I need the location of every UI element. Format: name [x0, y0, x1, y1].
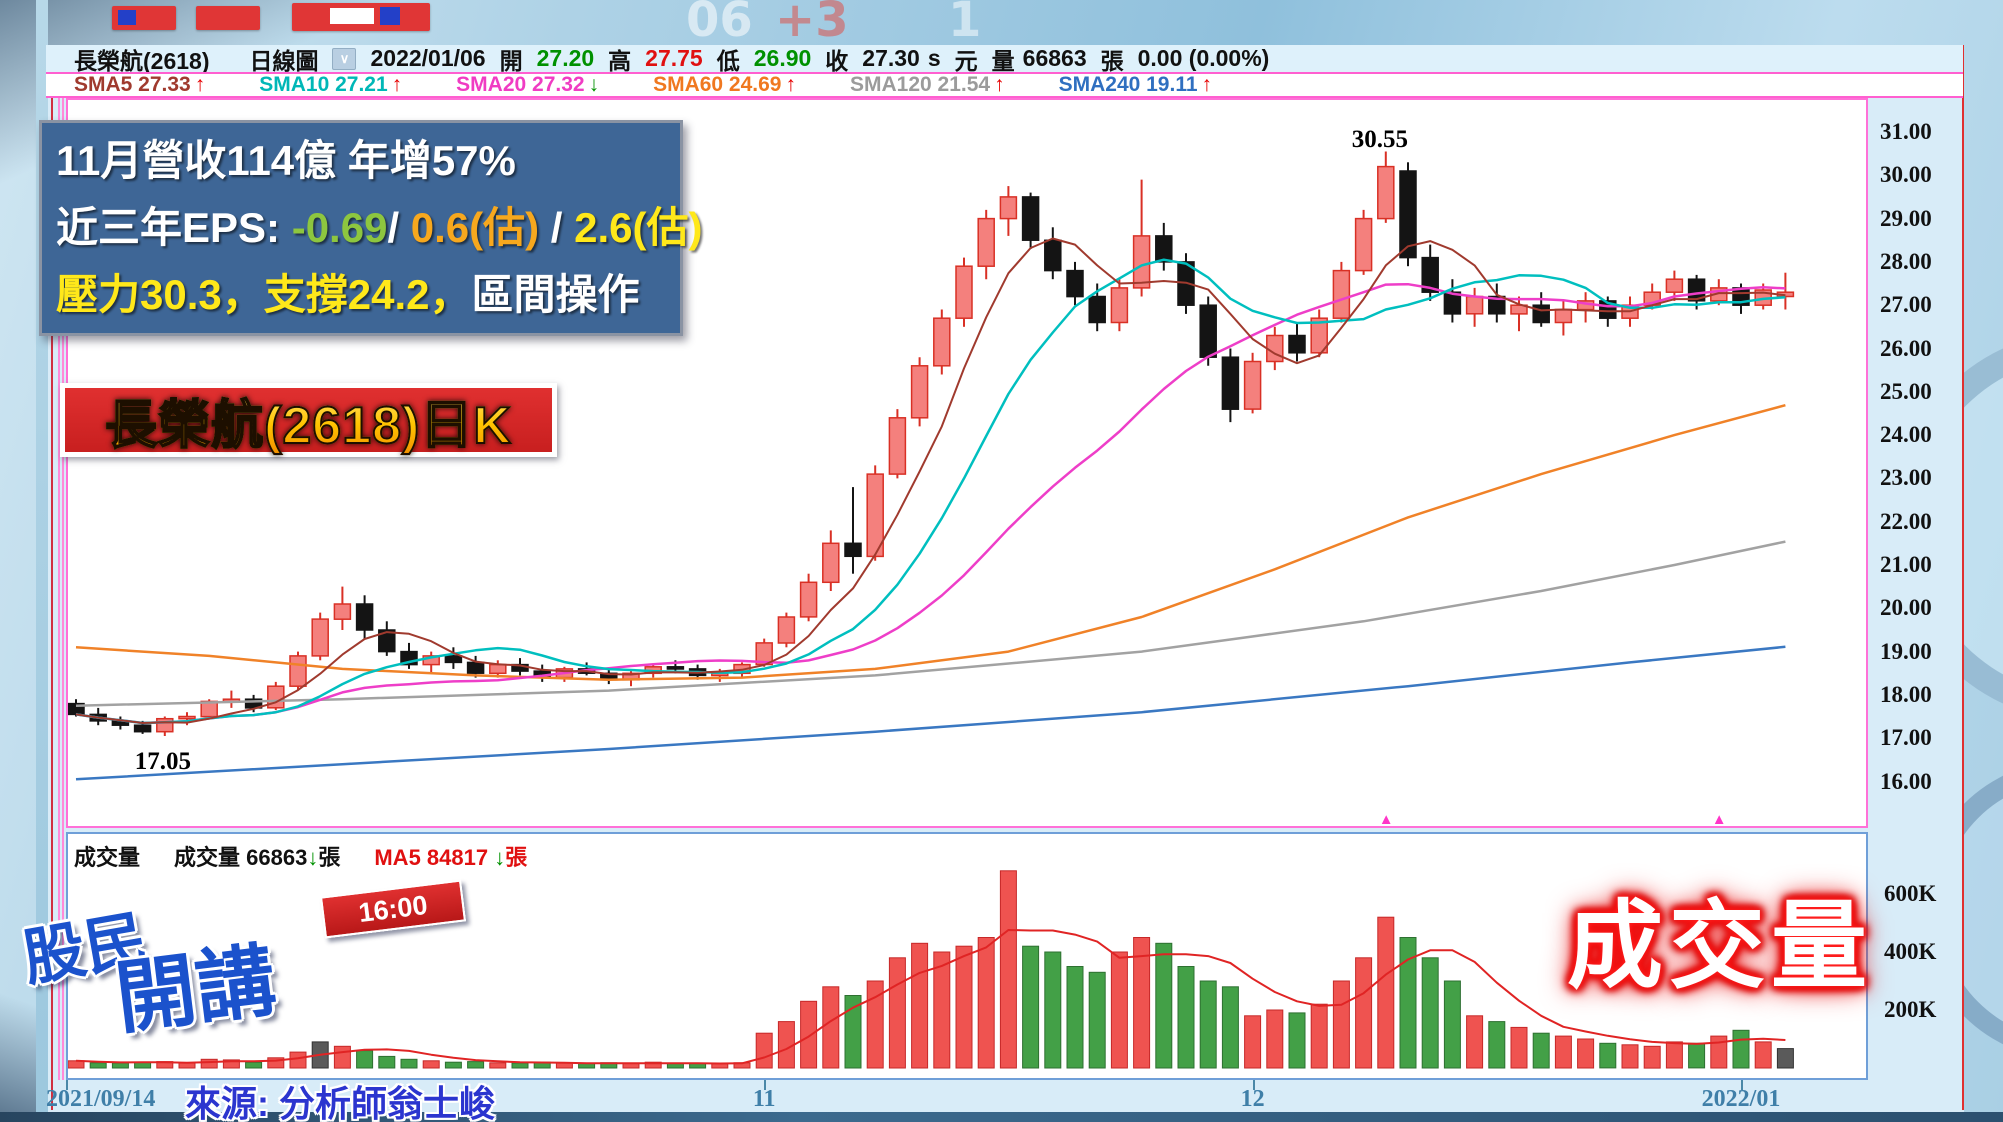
price-axis-label: 17.00 — [1880, 725, 1932, 751]
left-magenta-border-line — [62, 71, 64, 1080]
price-axis-label: 16.00 — [1880, 768, 1932, 794]
volume-chart-canvas[interactable] — [67, 834, 1866, 1078]
sma-legend-item: SMA10 27.21 ↑ — [259, 73, 403, 96]
low-price-label: 17.05 — [134, 748, 192, 775]
show-logo-time: 16:00 — [356, 889, 430, 928]
stock-name: 長榮航(2618) — [74, 47, 210, 74]
open-label: 開 — [499, 47, 523, 74]
annotation-line: 壓力30.3，支撐24.2，區間操作 — [56, 270, 640, 318]
price-axis-label: 21.00 — [1880, 552, 1932, 577]
annotation-line: 11月營收114億 年增57% — [56, 137, 516, 184]
bottom-photo-strip — [0, 1112, 2003, 1122]
candlestick-chart-canvas[interactable] — [67, 100, 1866, 826]
period-selector-label[interactable]: 日線圖 — [249, 47, 319, 74]
sma-legend-item: SMA60 24.69 ↑ — [653, 73, 796, 96]
volume-series-unit: 張 — [318, 845, 341, 870]
show-logo-word-bottom: 開講 — [110, 935, 281, 1044]
stock-title-banner: 長榮航(2618)日K — [60, 383, 557, 457]
volume-axis-label: 600K — [1884, 881, 1937, 906]
price-axis-label: 20.00 — [1880, 595, 1932, 621]
change-value: 0.00 (0.00%) — [1137, 45, 1270, 71]
low-label: 低 — [716, 47, 740, 74]
price-axis-label: 24.00 — [1880, 422, 1932, 448]
backdrop-digit: 06 — [686, 0, 753, 48]
close-flag: s — [927, 45, 941, 71]
volume-axis-label: 200K — [1884, 997, 1937, 1022]
price-axis-label: 23.00 — [1880, 465, 1932, 491]
x-axis-label: 2022/01 — [1701, 1086, 1781, 1112]
volume-header-bar: 成交量 成交量 66863↓張 MA5 84817 ↓張 — [74, 840, 527, 872]
window-chrome-fragment — [330, 8, 374, 24]
x-axis-label: 11 — [752, 1086, 776, 1112]
volume-axis-label: 400K — [1884, 939, 1937, 964]
volume-watermark-text: 成交量 — [1567, 893, 1873, 1000]
quote-header-bar: 長榮航(2618) 日線圖 ∨ 2022/01/06 開 27.20 高 27.… — [46, 45, 1963, 74]
volume-series-value: 66863 — [246, 845, 308, 870]
period-dropdown-button[interactable]: ∨ — [332, 47, 357, 70]
peak-price-label: 30.55 — [1351, 126, 1409, 153]
close-label: 收 — [825, 47, 849, 74]
window-chrome-fragment — [196, 6, 260, 30]
left-magenta-border-line — [58, 71, 60, 1080]
price-axis-label: 19.00 — [1880, 638, 1932, 664]
volume-value: 66863 — [1022, 45, 1087, 71]
backdrop-digit: +3 — [775, 0, 849, 48]
source-credit-text: 來源: 分析師翁士峻 — [185, 1083, 495, 1122]
price-axis-label: 28.00 — [1880, 248, 1932, 274]
left-red-border-line — [51, 45, 53, 1110]
x-axis-label: 2021/09/14 — [46, 1086, 156, 1112]
x-axis-label: 12 — [1240, 1086, 1265, 1112]
sma-legend-item: SMA5 27.33 ↑ — [74, 73, 206, 96]
high-value: 27.75 — [645, 45, 703, 71]
currency-unit: 元 — [954, 47, 978, 74]
volume-label: 量 — [991, 47, 1015, 74]
window-chrome-fragment — [380, 7, 400, 25]
chevron-down-icon: ∨ — [339, 50, 350, 66]
price-axis-label: 25.00 — [1880, 378, 1932, 404]
event-marker-icon: ▲ — [1711, 811, 1727, 828]
annotation-line: 近三年EPS: -0.69/ 0.6(估) / 2.6(估) — [56, 203, 703, 251]
volume-pane-title: 成交量 — [74, 845, 141, 870]
high-label: 高 — [608, 47, 632, 74]
sma-legend-item: SMA20 27.32 ↓ — [456, 73, 600, 96]
price-axis-label: 22.00 — [1880, 508, 1932, 534]
stock-title-banner-text: 長榮航(2618)日K — [104, 383, 512, 458]
close-value: 27.30 — [862, 45, 920, 71]
right-red-border-line — [1962, 45, 1964, 1110]
x-axis-tick — [1741, 1080, 1743, 1090]
price-axis-label: 31.00 — [1880, 119, 1932, 144]
x-axis-tick — [764, 1080, 767, 1090]
sma-legend-bar: SMA5 27.33 ↑ SMA10 27.21 ↑ SMA20 27.32 ↓ SMA60… — [46, 72, 1963, 98]
low-value: 26.90 — [753, 45, 812, 71]
price-axis-label: 18.00 — [1880, 681, 1932, 707]
price-axis-label: 30.00 — [1880, 162, 1932, 188]
down-arrow-icon: ↓ — [494, 845, 506, 870]
price-axis-label: 26.00 — [1880, 335, 1932, 361]
volume-series-label: 成交量 — [174, 845, 241, 870]
event-marker-icon: ▲ — [1378, 811, 1394, 828]
backdrop-digit: 1 — [948, 0, 982, 48]
volume-unit: 張 — [1100, 47, 1124, 74]
quote-date: 2022/01/06 — [370, 45, 486, 71]
analyst-annotation-box: 11月營收114億 年增57% 近三年EPS: -0.69/ 0.6(估) / 2… — [39, 120, 703, 336]
down-arrow-icon: ↓ — [307, 845, 319, 870]
volume-ma5-unit: 張 — [505, 845, 528, 870]
x-axis-tick — [66, 1080, 68, 1090]
sma-legend-item: SMA120 21.54 ↑ — [850, 73, 1005, 96]
x-axis-tick — [1252, 1080, 1255, 1090]
sma-legend-item: SMA240 19.11 ↑ — [1058, 73, 1213, 96]
price-axis-label: 27.00 — [1880, 292, 1932, 318]
volume-ma5-value: MA5 84817 — [374, 845, 489, 870]
window-chrome-fragment — [118, 10, 136, 25]
volume-chart-pane[interactable] — [66, 832, 1868, 1080]
price-axis-label: 29.00 — [1880, 205, 1932, 231]
open-value: 27.20 — [536, 45, 595, 71]
